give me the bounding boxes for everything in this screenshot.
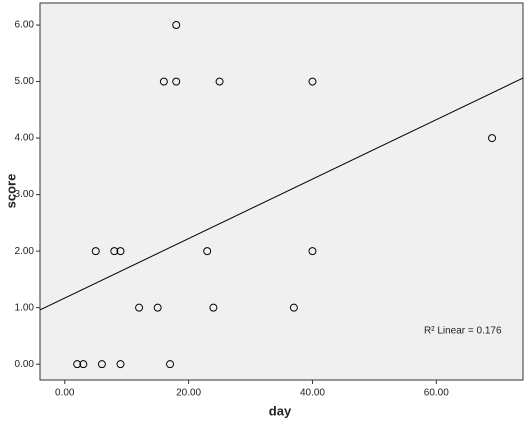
point (289, 303, 298, 312)
point (172, 77, 181, 86)
point (209, 303, 218, 312)
x-axis-title: day (269, 403, 292, 418)
point (488, 134, 497, 143)
annotation: R² Linear = 0.176 (424, 326, 502, 337)
point (215, 77, 224, 86)
y-tick-label: 6.00 (15, 20, 35, 31)
x-tick-label: 0.00 (55, 388, 75, 399)
y-tick-label: 5.00 (15, 76, 35, 87)
y-tick-label: 2.00 (15, 246, 35, 257)
point (172, 21, 181, 30)
point (166, 360, 175, 369)
point (116, 247, 125, 256)
point (116, 360, 125, 369)
point (203, 247, 212, 256)
point (73, 360, 82, 369)
y-axis-title: score (3, 174, 18, 209)
point (135, 303, 144, 312)
point (308, 247, 317, 256)
point (159, 77, 168, 86)
x-tick-label: 60.00 (424, 388, 449, 399)
plot-area (39, 2, 524, 381)
point (153, 303, 162, 312)
y-tick-label: 0.00 (15, 359, 35, 370)
point (79, 360, 88, 369)
y-tick-label: 3.00 (15, 189, 35, 200)
point (97, 360, 106, 369)
x-tick-label: 20.00 (176, 388, 201, 399)
point (308, 77, 317, 86)
point (91, 247, 100, 256)
y-tick-label: 4.00 (15, 133, 35, 144)
fit-line (40, 77, 523, 311)
x-tick-label: 40.00 (300, 388, 325, 399)
point (110, 247, 119, 256)
y-tick-label: 1.00 (15, 302, 35, 313)
